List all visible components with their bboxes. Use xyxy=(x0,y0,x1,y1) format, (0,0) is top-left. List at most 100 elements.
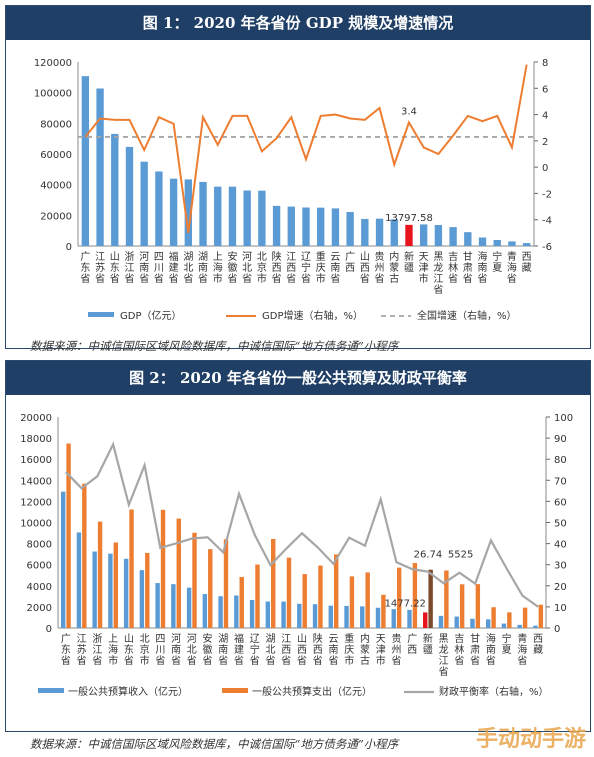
x-category-label: 省 xyxy=(183,272,193,285)
x-category-label: 海 xyxy=(478,250,488,263)
y-left-tick-label: 20000 xyxy=(40,211,72,222)
x-category-label: 北 xyxy=(187,644,197,656)
x-category-label: 江 xyxy=(286,251,296,263)
gdp-bar xyxy=(375,218,384,246)
x-category-label: 北 xyxy=(183,262,193,274)
balance-rate-line xyxy=(65,441,539,608)
x-category-label: 省 xyxy=(154,272,164,285)
x-category-label: 省 xyxy=(242,272,252,285)
y-left-tick-label: 60000 xyxy=(40,150,72,161)
gdp-bar xyxy=(522,243,531,246)
y-left-tick-label: 14000 xyxy=(20,476,52,487)
x-category-label: 市 xyxy=(257,272,267,285)
gdp-chart: 0 20000 40000 60000 80000 100000 120000 -6 -4 -2 0… xyxy=(34,58,552,322)
x-category-label: 省 xyxy=(507,272,517,285)
gdp-bar xyxy=(243,190,251,246)
y-right-tick-label: 6 xyxy=(542,84,548,95)
y-right-tick-label: 2 xyxy=(542,137,548,148)
x-category-label: 浙 xyxy=(124,251,134,263)
gdp-bar xyxy=(346,212,354,246)
x-category-label: 上 xyxy=(213,251,223,263)
gdp-bar xyxy=(464,232,472,246)
x-category-label: 贵 xyxy=(391,632,401,645)
x-category-label: 湖 xyxy=(198,251,208,263)
x-category-label: 东 xyxy=(110,261,120,274)
x-category-label: 林 xyxy=(454,643,464,656)
y-right-tick-label: 20 xyxy=(554,582,567,593)
legend-expenditure-swatch xyxy=(222,688,248,693)
x-category-label: 河 xyxy=(171,633,181,645)
x-category-label: 南 xyxy=(198,261,208,274)
revenue-bar xyxy=(501,623,507,628)
x-category-label: 江 xyxy=(95,251,105,263)
expenditure-bar xyxy=(459,584,465,628)
figure1-source: 数据来源：中诚信国际区域风险数据库，中诚信国际“地方债务通”小程序 xyxy=(30,339,399,353)
expenditure-bar xyxy=(444,570,449,628)
x-category-label: 江 xyxy=(77,633,87,645)
x-category-label: 福 xyxy=(169,250,179,263)
y-right-tick-label: 0 xyxy=(554,624,560,635)
x-category-label: 省 xyxy=(139,272,149,285)
y-right-tick-label: 4 xyxy=(542,111,548,122)
x-category-label: 省 xyxy=(478,272,488,285)
x-category-label: 西 xyxy=(281,645,291,656)
x-category-label: 天 xyxy=(419,252,429,263)
x-category-label: 西 xyxy=(522,252,532,263)
revenue-bar xyxy=(470,618,475,628)
x-category-label: 省 xyxy=(517,654,527,667)
x-category-label: 庆 xyxy=(344,643,354,656)
y-right-tick-label: 90 xyxy=(554,434,567,445)
figure1-panel: 图 1： 2020 年各省份 GDP 规模及增速情况 0 20000 40000 60… xyxy=(5,5,591,349)
expenditure-bar xyxy=(333,554,339,628)
y-left-tick-label: 12000 xyxy=(20,497,52,508)
expenditure-bar xyxy=(176,518,181,628)
expenditure-bar xyxy=(286,557,292,628)
budget-chart: 0 2000 4000 6000 8000 10000 12000 14000 16000 180… xyxy=(20,413,573,698)
gdp-bar xyxy=(331,208,340,246)
x-category-label: 省 xyxy=(272,272,282,285)
revenue-bar xyxy=(297,603,302,628)
figure1-title: 图 1： 2020 年各省份 GDP 规模及增速情况 xyxy=(6,6,590,40)
expenditure-bar xyxy=(475,584,481,628)
x-category-label: 省 xyxy=(203,654,213,667)
x-category-label: 重 xyxy=(316,250,326,263)
x-category-label: 省 xyxy=(448,272,458,285)
x-category-label: 省 xyxy=(375,272,385,285)
expenditure-bar xyxy=(66,443,71,628)
x-category-label: 山 xyxy=(110,251,120,263)
gdp-bar xyxy=(361,218,369,246)
x-category-label: 京 xyxy=(140,643,150,656)
x-category-label: 广 xyxy=(61,633,71,645)
gdp-bar xyxy=(96,88,104,246)
legend-growth-label: GDP增速（右轴，%） xyxy=(262,309,363,322)
revenue-bar xyxy=(360,606,365,628)
revenue-bar xyxy=(218,596,223,628)
y-right-tick-label: -2 xyxy=(542,189,552,200)
x-category-label: 省 xyxy=(169,272,179,285)
x-category-label: 省 xyxy=(95,272,105,285)
y-left-tick-label: 0 xyxy=(66,242,72,253)
figure2-source: 数据来源：中诚信国际区域风险数据库，中诚信国际“地方债务通”小程序 xyxy=(30,737,399,751)
expenditure-bar xyxy=(428,569,433,628)
x-category-label: 北 xyxy=(257,251,267,263)
x-category-label: 京 xyxy=(257,261,267,274)
revenue-bar xyxy=(485,619,491,628)
x-category-label: 江 xyxy=(433,273,443,285)
x-category-label: 南 xyxy=(218,643,228,656)
x-category-label: 甘 xyxy=(470,632,480,645)
y-right-tick-label: 40 xyxy=(554,540,567,551)
x-category-label: 省 xyxy=(187,654,197,667)
x-category-label: 徽 xyxy=(203,643,213,656)
revenue-bar xyxy=(328,605,333,628)
x-category-label: 西 xyxy=(297,645,307,656)
gdp-bar xyxy=(199,181,207,246)
expenditure-bar xyxy=(271,538,276,628)
x-category-label: 龙 xyxy=(439,643,449,656)
x-category-label: 省 xyxy=(227,272,237,285)
x-category-label: 山 xyxy=(124,633,134,645)
revenue-bar xyxy=(375,607,381,628)
x-category-label: 黑 xyxy=(433,251,443,263)
x-category-label: 湖 xyxy=(218,633,228,645)
expenditure-bar xyxy=(381,594,386,628)
x-category-label: 州 xyxy=(375,262,385,274)
